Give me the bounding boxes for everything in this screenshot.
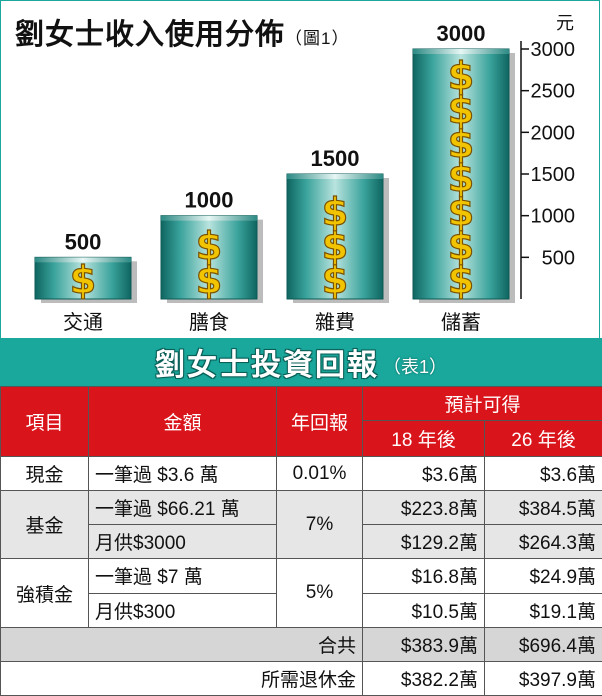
dollar-sign-icon: $ <box>448 54 474 98</box>
row-18-years: $3.6萬 <box>362 455 485 492</box>
row-rate: 0.01% <box>276 455 363 492</box>
dollar-sign-icon: $ <box>448 190 474 234</box>
row-rate: 5% <box>276 558 363 628</box>
dollar-sign-icon: $ <box>322 258 348 302</box>
dollar-sign-icon: $ <box>322 224 348 268</box>
dollar-sign-icon: $ <box>448 156 474 200</box>
y-tick-label: 500 <box>542 247 575 269</box>
table-row: 強積金 一筆過 $7 萬 5% $16.8萬 $24.9萬 <box>0 558 602 628</box>
chart-title-text: 劉女士收入使用分佈 <box>15 19 286 51</box>
bar-2: $$1000 膳食 <box>160 186 263 334</box>
y-tick-label: 3000 <box>531 39 576 61</box>
dollar-sign-icon: $ <box>196 258 222 302</box>
dollar-sign-icon: $ <box>448 88 474 132</box>
row-amount: 一筆過 $3.6 萬 <box>88 455 277 492</box>
chart-title-note: （圖1） <box>285 29 350 48</box>
row-amount: 一筆過 $7 萬 <box>88 558 277 594</box>
total-26-years: $696.4萬 <box>483 626 602 662</box>
investment-returns-table: 項目 金額 年回報 預計可得 18 年後 26 年後 現金 一筆過 $3.6 萬… <box>0 386 602 696</box>
bar-value-label: 3000 <box>437 21 486 46</box>
category-label: 儲蓄 <box>441 310 481 334</box>
row-item: 基金 <box>0 490 89 560</box>
bar <box>160 215 258 300</box>
row-26-years: $264.3萬 <box>483 524 602 560</box>
table-title-bar: 劉女士投資回報 （表1） <box>0 338 602 386</box>
row-amount: 月供$300 <box>88 592 277 628</box>
total-row: 合共 $383.9萬 $696.4萬 <box>0 626 602 662</box>
header-18-years: 18 年後 <box>362 420 485 457</box>
bar <box>412 48 510 300</box>
row-18-years: $10.5萬 <box>362 592 485 628</box>
retirement-26-years: $397.9萬 <box>483 660 602 696</box>
dollar-sign-icon: $ <box>448 224 474 268</box>
y-axis-unit: 元 <box>556 13 574 33</box>
row-amount: 一筆過 $66.21 萬 <box>88 490 277 526</box>
row-26-years: $384.5萬 <box>483 490 602 526</box>
y-tick-label: 1500 <box>531 164 576 186</box>
header-rate: 年回報 <box>276 386 363 457</box>
row-18-years: $16.8萬 <box>362 558 485 594</box>
header-26-years: 26 年後 <box>483 420 602 457</box>
dollar-sign-icon: $ <box>448 258 474 302</box>
retirement-18-years: $382.2萬 <box>362 660 485 696</box>
retirement-label: 所需退休金 <box>0 660 363 696</box>
chart-title: 劉女士收入使用分佈（圖1） <box>15 11 349 53</box>
bar-top-highlight <box>413 49 509 54</box>
bar-value-label: 500 <box>65 229 102 254</box>
y-tick-label: 2500 <box>531 81 576 103</box>
bar-top-highlight <box>161 215 257 221</box>
total-18-years: $383.9萬 <box>362 626 485 662</box>
bar-top-highlight <box>287 174 383 179</box>
total-label: 合共 <box>0 626 363 662</box>
header-item: 項目 <box>0 386 89 457</box>
bar-value-label: 1500 <box>311 146 360 171</box>
row-rate: 7% <box>276 490 363 560</box>
header-amount: 金額 <box>88 386 277 457</box>
bar-1: $500 交通 <box>34 228 137 334</box>
dollar-sign-icon: $ <box>196 224 222 268</box>
table-title: 劉女士投資回報 <box>154 349 379 382</box>
y-tick-label: 1000 <box>531 206 576 228</box>
dollar-sign-icon: $ <box>322 190 348 234</box>
table-row: 月供$3000 $129.2萬 $264.3萬 <box>1 524 602 560</box>
bar-top-highlight <box>35 257 131 263</box>
y-tick-label: 2000 <box>531 122 576 144</box>
row-26-years: $19.1萬 <box>483 592 602 628</box>
bar <box>286 173 384 300</box>
row-26-years: $3.6萬 <box>483 455 602 492</box>
table-note: （表1） <box>382 357 447 377</box>
dollar-sign-icon: $ <box>70 258 96 302</box>
row-18-years: $223.8萬 <box>362 490 485 526</box>
table-row: 月供$300 $10.5萬 $19.1萬 <box>1 592 602 628</box>
bar-value-label: 1000 <box>185 188 234 213</box>
table-row: 現金 一筆過 $3.6 萬 0.01% $3.6萬 $3.6萬 <box>0 455 602 492</box>
dollar-sign-icon: $ <box>448 122 474 166</box>
row-26-years: $24.9萬 <box>483 558 602 594</box>
row-amount: 月供$3000 <box>88 524 277 560</box>
row-item: 現金 <box>0 455 89 492</box>
category-label: 雜費 <box>315 310 355 334</box>
bar <box>34 256 132 300</box>
header-expected: 預計可得 <box>361 386 602 421</box>
row-item: 強積金 <box>0 558 89 628</box>
category-label: 交通 <box>63 310 103 334</box>
retirement-row: 所需退休金 $382.2萬 $397.9萬 <box>0 660 602 696</box>
chart-panel: $500 交通 $ $1000 膳食 $ $ $1500 雜費 $ $ $ $ $ $ $3000 儲蓄 500… <box>0 0 600 338</box>
row-18-years: $129.2萬 <box>362 524 485 560</box>
table-row: 基金 一筆過 $66.21 萬 7% $223.8萬 $384.5萬 <box>0 490 602 560</box>
category-label: 膳食 <box>189 310 229 334</box>
